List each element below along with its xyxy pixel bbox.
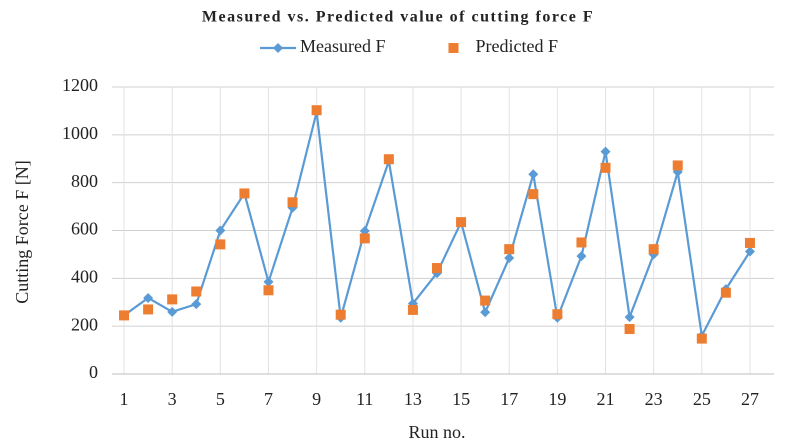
legend: Measured F Predicted F <box>260 36 558 56</box>
legend-label: Predicted F <box>475 36 558 56</box>
x-tick-label: 11 <box>356 389 373 409</box>
x-tick-label: 23 <box>645 389 663 409</box>
legend-label: Measured F <box>300 36 385 56</box>
marker <box>335 309 346 320</box>
marker <box>576 251 587 262</box>
y-tick-label: 600 <box>71 219 98 239</box>
x-tick-label: 13 <box>404 389 422 409</box>
legend-marker <box>273 43 283 53</box>
marker <box>672 160 683 171</box>
marker <box>528 169 539 180</box>
x-tick-label: 25 <box>693 389 711 409</box>
x-tick-label: 27 <box>741 389 759 409</box>
marker <box>167 294 178 305</box>
marker <box>624 324 635 335</box>
marker <box>600 162 611 173</box>
marker <box>456 217 467 228</box>
y-tick-label: 1000 <box>62 123 98 143</box>
marker <box>576 237 587 248</box>
marker <box>480 307 491 318</box>
marker <box>504 244 515 255</box>
marker <box>720 287 731 298</box>
marker <box>311 105 322 116</box>
marker <box>480 295 491 306</box>
x-axis-label: Run no. <box>408 422 465 442</box>
x-tick-label: 1 <box>120 389 129 409</box>
chart-title: Measured vs. Predicted value of cutting … <box>202 9 594 26</box>
marker <box>215 225 226 236</box>
marker <box>143 292 154 303</box>
x-tick-label: 5 <box>216 389 225 409</box>
marker <box>119 310 130 321</box>
marker <box>383 154 394 165</box>
marker <box>696 333 707 344</box>
marker <box>432 263 442 274</box>
marker <box>215 239 226 250</box>
marker <box>624 312 635 323</box>
marker <box>600 146 611 157</box>
y-tick-label: 0 <box>89 362 98 382</box>
marker <box>359 233 370 244</box>
y-tick-label: 200 <box>71 314 98 334</box>
x-tick-label: 9 <box>312 389 321 409</box>
y-tick-label: 800 <box>71 171 98 191</box>
marker <box>167 306 178 317</box>
marker <box>191 299 202 310</box>
marker <box>143 304 154 315</box>
marker <box>407 304 418 315</box>
legend-marker <box>448 43 459 53</box>
marker <box>528 189 539 200</box>
y-tick-label: 1200 <box>62 75 98 95</box>
marker <box>263 285 274 296</box>
x-tick-label: 7 <box>264 389 273 409</box>
y-axis-label: Cutting Force F [N] <box>12 160 32 304</box>
marker <box>744 237 755 248</box>
x-tick-label: 21 <box>597 389 615 409</box>
x-tick-label: 15 <box>452 389 470 409</box>
x-tick-label: 3 <box>168 389 177 409</box>
marker <box>744 246 755 257</box>
y-tick-label: 400 <box>71 266 98 286</box>
marker <box>504 253 515 264</box>
marker <box>552 309 563 320</box>
marker <box>287 197 298 208</box>
x-tick-label: 19 <box>548 389 566 409</box>
marker <box>263 276 274 287</box>
marker <box>648 244 659 255</box>
x-tick-label: 17 <box>500 389 518 409</box>
marker <box>191 286 202 297</box>
series-line <box>123 111 751 340</box>
marker <box>239 188 250 199</box>
